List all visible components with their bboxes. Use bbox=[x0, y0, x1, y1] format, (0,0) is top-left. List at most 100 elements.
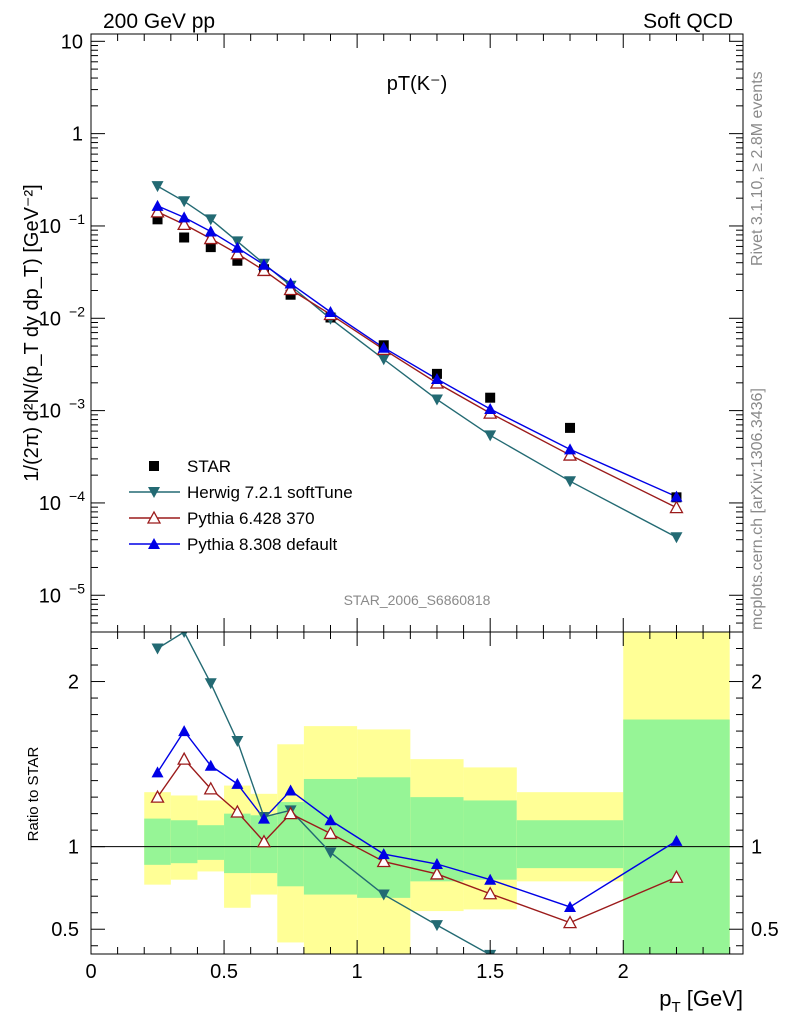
ratio-point-herwig bbox=[430, 920, 443, 932]
main-point-star bbox=[152, 214, 163, 225]
x-tick-label: 1 bbox=[352, 961, 363, 983]
main-y-tick-label: 10 bbox=[39, 308, 61, 330]
analysis-watermark: STAR_2006_S6860818 bbox=[344, 592, 491, 608]
main-line-pythia8 bbox=[157, 205, 677, 498]
ratio-point-pythia8 bbox=[151, 766, 164, 778]
main-y-tick-exponent: −5 bbox=[69, 580, 85, 596]
main-point-star bbox=[179, 232, 190, 243]
legend-marker-herwig bbox=[148, 487, 160, 498]
x-axis-ticks: 0 0.5 1 1.5 2 bbox=[85, 34, 731, 983]
main-point-pythia6 bbox=[177, 217, 192, 231]
ratio-point-pythia8 bbox=[284, 784, 297, 796]
main-point-pythia8 bbox=[204, 225, 217, 237]
legend-marker-pythia8 bbox=[148, 538, 160, 549]
main-y-axis-label: 1/(2π) d²N/(p_T dy dp_T) [GeV⁻²] bbox=[21, 184, 43, 481]
main-point-pythia8 bbox=[284, 277, 297, 289]
main-point-pythia8 bbox=[178, 211, 191, 223]
legend-marker-star bbox=[149, 461, 159, 471]
ratio-point-pythia8 bbox=[564, 900, 577, 912]
header-left: 200 GeV pp bbox=[103, 10, 215, 33]
legend-label-pythia8: Pythia 8.308 default bbox=[187, 535, 338, 554]
main-point-herwig bbox=[430, 394, 443, 406]
ratio-point-pythia8 bbox=[257, 812, 270, 824]
ratio-y-tick-label-right: 2 bbox=[751, 672, 762, 694]
ratio-point-pythia8 bbox=[324, 814, 337, 826]
ratio-point-herwig bbox=[324, 847, 337, 859]
main-point-pythia6 bbox=[203, 231, 218, 245]
main-point-star bbox=[205, 242, 216, 253]
x-tick-label: 0.5 bbox=[210, 961, 238, 983]
ratio-point-pythia6 bbox=[429, 866, 445, 880]
legend-label-pythia6: Pythia 6.428 370 bbox=[187, 509, 315, 528]
main-plot-area bbox=[91, 34, 743, 632]
ratio-point-pythia8 bbox=[204, 759, 217, 771]
main-point-pythia8 bbox=[257, 258, 270, 270]
main-point-pythia8 bbox=[151, 199, 164, 211]
main-series-group bbox=[150, 181, 684, 544]
band-inner bbox=[144, 818, 171, 865]
band-inner bbox=[170, 820, 198, 864]
main-y-tick-label: 10 bbox=[61, 31, 83, 53]
ratio-point-herwig bbox=[180, 632, 188, 638]
ratio-point-pythia6 bbox=[323, 826, 338, 840]
ratio-point-pythia6 bbox=[256, 834, 272, 848]
ratio-point-pythia8 bbox=[430, 858, 443, 870]
ratio-line-pythia8 bbox=[156, 729, 677, 908]
main-point-pythia8 bbox=[231, 241, 244, 253]
band-inner bbox=[197, 825, 225, 860]
x-tick-label: 1.5 bbox=[476, 961, 504, 983]
header-right: Soft QCD bbox=[643, 10, 733, 33]
ratio-point-herwig bbox=[231, 735, 244, 747]
legend: STAR Herwig 7.2.1 softTune Pythia 6.428 37… bbox=[129, 457, 353, 554]
main-point-pythia6 bbox=[230, 246, 245, 260]
main-y-tick-exponent: −4 bbox=[69, 488, 85, 504]
mcplots-label: mcplots.cern.ch [arXiv:1306.3436] bbox=[749, 388, 766, 630]
main-point-pythia6 bbox=[669, 500, 684, 514]
main-point-star bbox=[485, 392, 496, 403]
ratio-panel: 0.5 0.5 1 1 2 2 0 0.5 1 1.5 2 Ratio to STAR pT [G… bbox=[25, 34, 779, 1016]
main-y-tick-label: 10 bbox=[39, 401, 61, 423]
ratio-point-pythia6 bbox=[177, 751, 192, 765]
main-y-tick-label: 10 bbox=[39, 493, 61, 515]
ratio-y-axis-label: Ratio to STAR bbox=[25, 746, 42, 841]
main-y-ticks: 10 −5 10 −4 10 −3 10 −2 10 −1 1 10 bbox=[39, 31, 743, 633]
main-point-herwig bbox=[484, 430, 497, 442]
ratio-series-group bbox=[150, 632, 684, 954]
plot-title: pT(K⁻) bbox=[387, 73, 448, 95]
main-point-pythia8 bbox=[564, 443, 577, 455]
legend-label-star: STAR bbox=[187, 457, 231, 476]
main-y-tick-exponent: −2 bbox=[69, 303, 85, 319]
band-inner bbox=[463, 800, 517, 880]
main-point-pythia6 bbox=[150, 204, 165, 218]
ratio-y-tick-label-right: 1 bbox=[751, 837, 762, 859]
main-point-pythia8 bbox=[430, 372, 443, 384]
x-axis-label: pT [GeV] bbox=[659, 986, 743, 1016]
ratio-point-pythia8 bbox=[231, 777, 244, 789]
ratio-y-tick-label-left: 0.5 bbox=[51, 919, 79, 941]
main-point-pythia6 bbox=[562, 447, 578, 461]
ratio-line-pythia6 bbox=[156, 758, 677, 924]
ratio-line-herwig bbox=[157, 632, 491, 954]
ratio-y-ticks: 0.5 0.5 1 1 2 2 bbox=[51, 631, 779, 947]
main-y-tick-label: 1 bbox=[72, 124, 83, 146]
rivet-version-label: Rivet 3.1.10, ≥ 2.8M events bbox=[749, 71, 766, 266]
ratio-frame bbox=[90, 631, 744, 955]
main-point-star bbox=[232, 255, 243, 266]
main-point-herwig bbox=[377, 354, 390, 366]
ratio-point-pythia8 bbox=[377, 848, 390, 860]
ratio-point-herwig bbox=[151, 643, 164, 655]
main-panel: 10 −5 10 −4 10 −3 10 −2 10 −1 1 10 pT(K⁻) STAR_2006… bbox=[21, 31, 744, 633]
ratio-y-tick-label-left: 2 bbox=[68, 672, 79, 694]
ratio-point-pythia6 bbox=[669, 869, 684, 883]
main-point-herwig bbox=[151, 181, 164, 193]
main-point-herwig bbox=[670, 532, 683, 544]
main-y-tick-exponent: −1 bbox=[69, 211, 85, 227]
main-point-pythia8 bbox=[484, 403, 497, 415]
ratio-point-pythia6 bbox=[230, 804, 245, 818]
main-point-herwig bbox=[204, 214, 217, 226]
legend-marker-pythia6 bbox=[146, 510, 162, 524]
main-y-tick-label: 10 bbox=[39, 585, 61, 607]
ratio-point-pythia8 bbox=[178, 725, 191, 737]
main-point-pythia8 bbox=[324, 305, 337, 317]
